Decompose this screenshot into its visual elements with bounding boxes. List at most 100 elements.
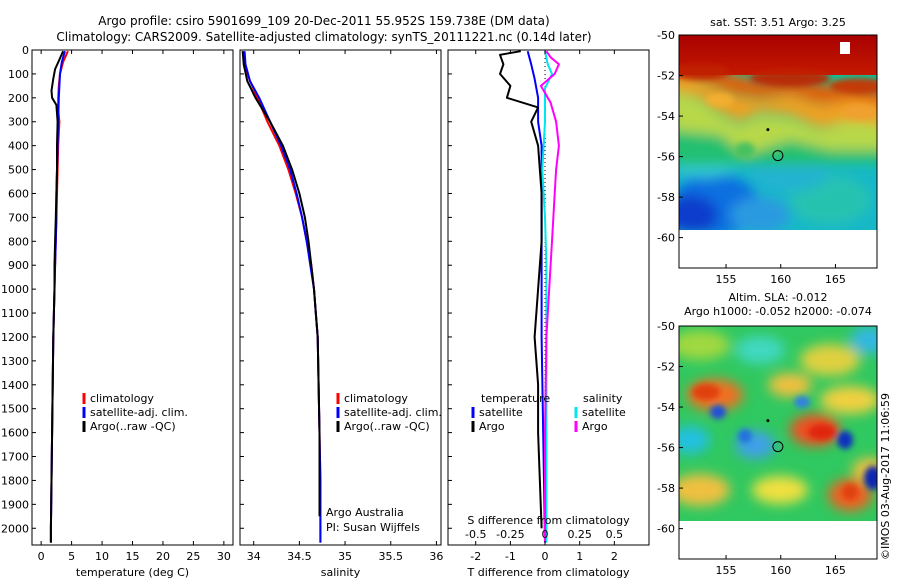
imos-credit-label: ©IMOS 03-Aug-2017 11:06:59	[879, 393, 892, 560]
temperature-xlabel: temperature (deg C)	[76, 566, 189, 579]
sst-map-field	[679, 35, 877, 230]
y-tick-label: 600	[8, 187, 29, 200]
y-tick-label: -60	[657, 523, 675, 536]
y-tick-label: -58	[657, 191, 675, 204]
legend-right-title: salinity	[583, 392, 623, 405]
difference-xlabel: T difference from climatology	[467, 566, 630, 579]
sla-axes: 155 160 165 -50 -52 -54 -56 -58 -60 Altim. SLA: -…	[657, 291, 878, 577]
legend-label: satellite	[479, 406, 523, 419]
y-tick-label: 1600	[1, 427, 29, 440]
x-tick-label: 15	[126, 550, 140, 563]
sla-title-line2: Argo h1000: -0.052 h2000: -0.074	[684, 305, 872, 318]
x-tick-label: -2	[470, 550, 481, 563]
legend-left-title: temperature	[481, 392, 550, 405]
legend-label: satellite-adj. clim.	[344, 406, 442, 419]
y-tick-label: 1900	[1, 498, 29, 511]
annotation-line2: PI: Susan Wijffels	[326, 521, 420, 534]
sst-map	[679, 35, 877, 230]
figure-title-line1: Argo profile: csiro 5901699_109 20-Dec-2…	[98, 14, 550, 28]
difference-xlabel-top: S difference from climatology	[467, 514, 630, 527]
x-tick-label-s: -0.5	[465, 528, 486, 541]
series-line-satellite-adj-clim-	[243, 51, 322, 543]
sla-map-field	[679, 326, 877, 521]
x-tick-label-s: 0	[542, 528, 549, 541]
x-tick-label: 165	[825, 273, 846, 286]
legend-label: Argo	[479, 420, 505, 433]
legend-label: climatology	[90, 392, 154, 405]
y-tick-label: 900	[8, 259, 29, 272]
legend-label: Argo(..raw -QC)	[344, 420, 430, 433]
x-tick-label: 20	[156, 550, 170, 563]
salinity-panel: 34 34.5 35 35.5 36 salinity climatologysatelli…	[239, 49, 443, 579]
y-tick-label: 200	[8, 92, 29, 105]
legend-label: satellite-adj. clim.	[90, 406, 188, 419]
temperature-axes-frame	[31, 49, 234, 546]
temperature-panel: 0 5 10 15 20 25 300100200300400500600700800900…	[1, 44, 234, 579]
y-tick-label: -60	[657, 232, 675, 245]
salinity-xlabel: salinity	[321, 566, 361, 579]
y-tick-label: 500	[8, 164, 29, 177]
y-tick-label: 1700	[1, 451, 29, 464]
y-tick-label: -56	[657, 442, 675, 455]
sla-map-frame	[678, 325, 878, 560]
y-tick-label: 700	[8, 211, 29, 224]
x-tick-label-s: -0.25	[496, 528, 524, 541]
x-tick-label: 2	[611, 550, 618, 563]
y-tick-label: -58	[657, 482, 675, 495]
y-tick-label: 2000	[1, 522, 29, 535]
difference-panel: -2 -1 0 1 2 T difference from climatology temp…	[447, 49, 650, 579]
sst-title: sat. SST: 3.51 Argo: 3.25	[710, 16, 846, 29]
salinity-axes-frame	[239, 49, 442, 546]
y-tick-label: -54	[657, 110, 675, 123]
x-tick-label: 0	[542, 550, 549, 563]
float-position-marker	[772, 441, 784, 453]
float-track-dot	[766, 128, 770, 132]
x-tick-label: 25	[186, 550, 200, 563]
y-tick-label: -52	[657, 70, 675, 83]
x-tick-label-s: 0.25	[567, 528, 592, 541]
y-tick-label: 1500	[1, 403, 29, 416]
annotation-line1: Argo Australia	[326, 506, 404, 519]
legend-label: satellite	[582, 406, 626, 419]
x-tick-label: 34	[247, 550, 261, 563]
sst-map-frame	[678, 34, 878, 269]
x-tick-label: 36	[429, 550, 443, 563]
sla-map	[679, 326, 877, 521]
series-line-argo-raw-qc-	[49, 50, 65, 543]
sst-axes: 155 160 165 -50 -52 -54 -56 -58 -60 sat. SST: 3.5…	[657, 16, 878, 286]
y-tick-label: -50	[657, 320, 675, 333]
series-line-climatology	[241, 51, 322, 543]
x-tick-label: 155	[716, 273, 737, 286]
y-tick-label: 1100	[1, 307, 29, 320]
x-tick-label: 165	[825, 564, 846, 577]
y-tick-label: 300	[8, 116, 29, 129]
series-line-t-satellite	[526, 50, 546, 543]
x-tick-label: 35	[338, 550, 352, 563]
x-tick-label-s: 0.5	[606, 528, 624, 541]
x-tick-label: 10	[95, 550, 109, 563]
y-tick-label: -56	[657, 151, 675, 164]
x-tick-label: 35.5	[379, 550, 404, 563]
y-tick-label: 0	[22, 44, 29, 57]
y-tick-label: 800	[8, 235, 29, 248]
y-tick-label: -52	[657, 361, 675, 374]
series-line-s-argo	[539, 50, 560, 543]
x-tick-label: 34.5	[287, 550, 312, 563]
difference-axes-frame	[447, 49, 650, 546]
series-line-argo-raw-qc-	[241, 51, 321, 517]
y-tick-label: -54	[657, 401, 675, 414]
series-line-t-argo	[499, 50, 543, 529]
x-tick-label: 30	[217, 550, 231, 563]
legend-label: Argo	[582, 420, 608, 433]
float-position-marker	[772, 150, 784, 162]
legend-label: climatology	[344, 392, 408, 405]
x-tick-label: 0	[38, 550, 45, 563]
y-tick-label: 1200	[1, 331, 29, 344]
sla-title-line1: Altim. SLA: -0.012	[728, 291, 827, 304]
y-tick-label: 400	[8, 140, 29, 153]
figure-title-line2: Climatology: CARS2009. Satellite-adjuste…	[56, 30, 592, 44]
x-tick-label: 1	[576, 550, 583, 563]
y-tick-label: 1400	[1, 379, 29, 392]
float-track-dot	[766, 419, 770, 423]
